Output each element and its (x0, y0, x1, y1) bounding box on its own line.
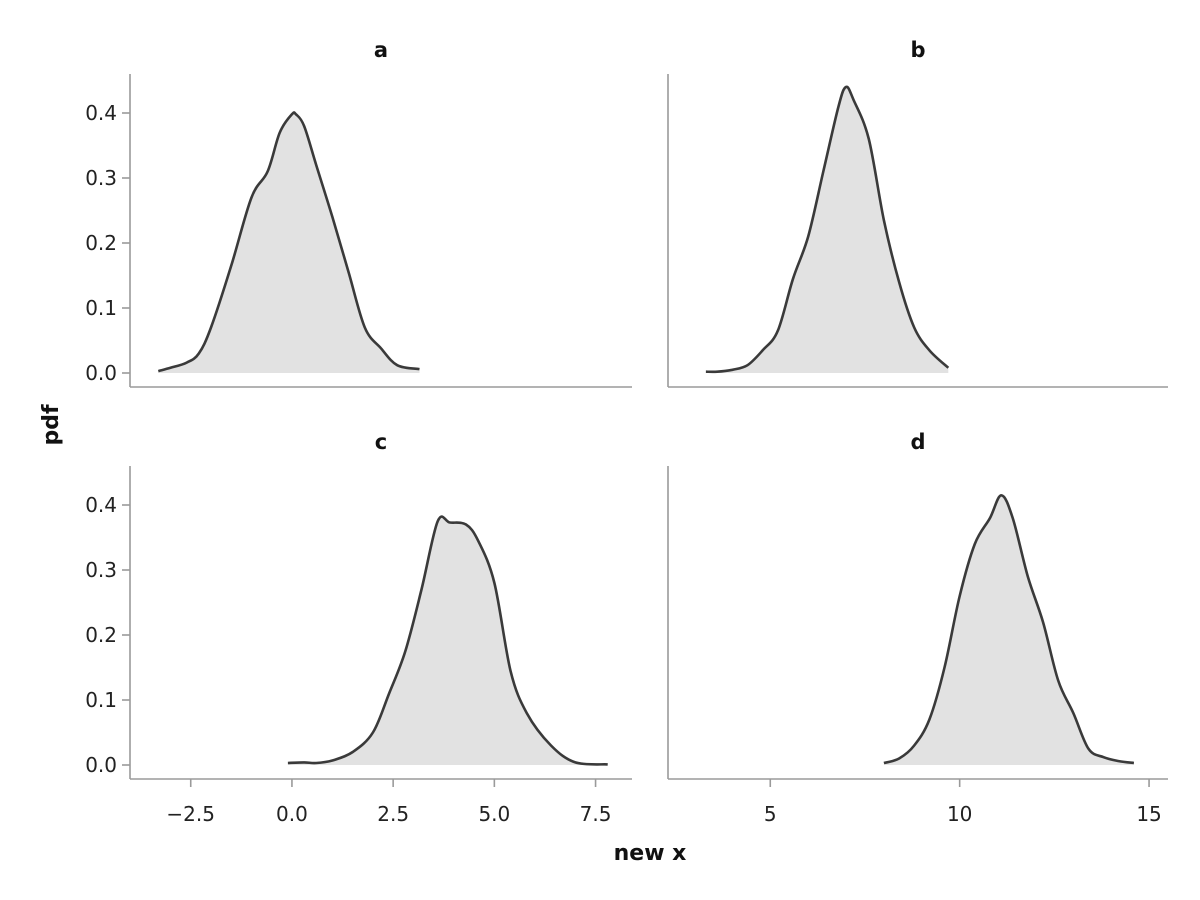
facet-title: c (375, 430, 387, 454)
y-tick-label: 0.2 (85, 623, 117, 647)
x-tick-label: 15 (1136, 802, 1161, 826)
density-curve (705, 85, 950, 374)
y-tick-label: 0.3 (85, 558, 117, 582)
panel-d: d 5 10 15 (667, 430, 1168, 826)
x-tick-label: 0.0 (276, 802, 308, 826)
density-area (883, 495, 1134, 765)
panels: a 0.0 0.1 0.2 0.3 0.4 b c 0.0 0.1 0.2 0.3 0.4 −2.5 0.0… (85, 38, 1168, 826)
x-axis-title: new x (614, 841, 687, 866)
y-tick-label: 0.0 (85, 361, 117, 385)
y-tick-label: 0.4 (85, 493, 117, 517)
facet-title: a (374, 38, 388, 62)
density-area (705, 86, 949, 373)
density-area (287, 516, 608, 765)
y-tick-label: 0.2 (85, 231, 117, 255)
facet-title: d (910, 430, 925, 454)
density-curve (287, 515, 608, 766)
panel-c: c 0.0 0.1 0.2 0.3 0.4 −2.5 0.0 2.5 5.0 7.5 (85, 430, 632, 826)
x-tick-label: −2.5 (166, 802, 215, 826)
density-area (158, 112, 420, 373)
panel-a: a 0.0 0.1 0.2 0.3 0.4 (85, 38, 632, 388)
x-tick-label: 5 (764, 802, 777, 826)
density-curve (883, 494, 1135, 765)
facet-title: b (910, 38, 925, 62)
y-tick-label: 0.1 (85, 296, 117, 320)
y-tick-label: 0.1 (85, 688, 117, 712)
density-curve (157, 111, 420, 373)
panel-b: b (667, 38, 1168, 388)
y-tick-label: 0.0 (85, 753, 117, 777)
x-tick-label: 7.5 (580, 802, 612, 826)
y-axis-title: pdf (39, 404, 64, 445)
y-tick-label: 0.3 (85, 166, 117, 190)
x-tick-label: 5.0 (478, 802, 510, 826)
y-tick-label: 0.4 (85, 101, 117, 125)
x-tick-label: 2.5 (377, 802, 409, 826)
x-tick-label: 10 (947, 802, 972, 826)
